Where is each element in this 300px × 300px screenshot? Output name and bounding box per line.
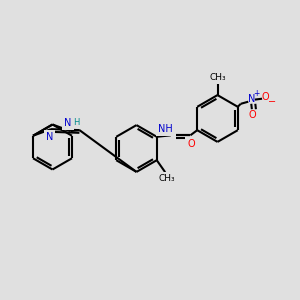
Text: +: + bbox=[254, 89, 260, 98]
Text: O: O bbox=[248, 110, 256, 120]
Text: N: N bbox=[248, 94, 255, 104]
Text: N: N bbox=[46, 132, 53, 142]
Text: NH: NH bbox=[158, 124, 173, 134]
Text: O: O bbox=[188, 139, 195, 149]
Text: O: O bbox=[262, 92, 269, 102]
Text: N: N bbox=[64, 118, 72, 128]
Text: H: H bbox=[73, 118, 80, 127]
Text: CH₃: CH₃ bbox=[209, 73, 226, 82]
Text: CH₃: CH₃ bbox=[158, 174, 175, 183]
Text: −: − bbox=[268, 97, 276, 107]
